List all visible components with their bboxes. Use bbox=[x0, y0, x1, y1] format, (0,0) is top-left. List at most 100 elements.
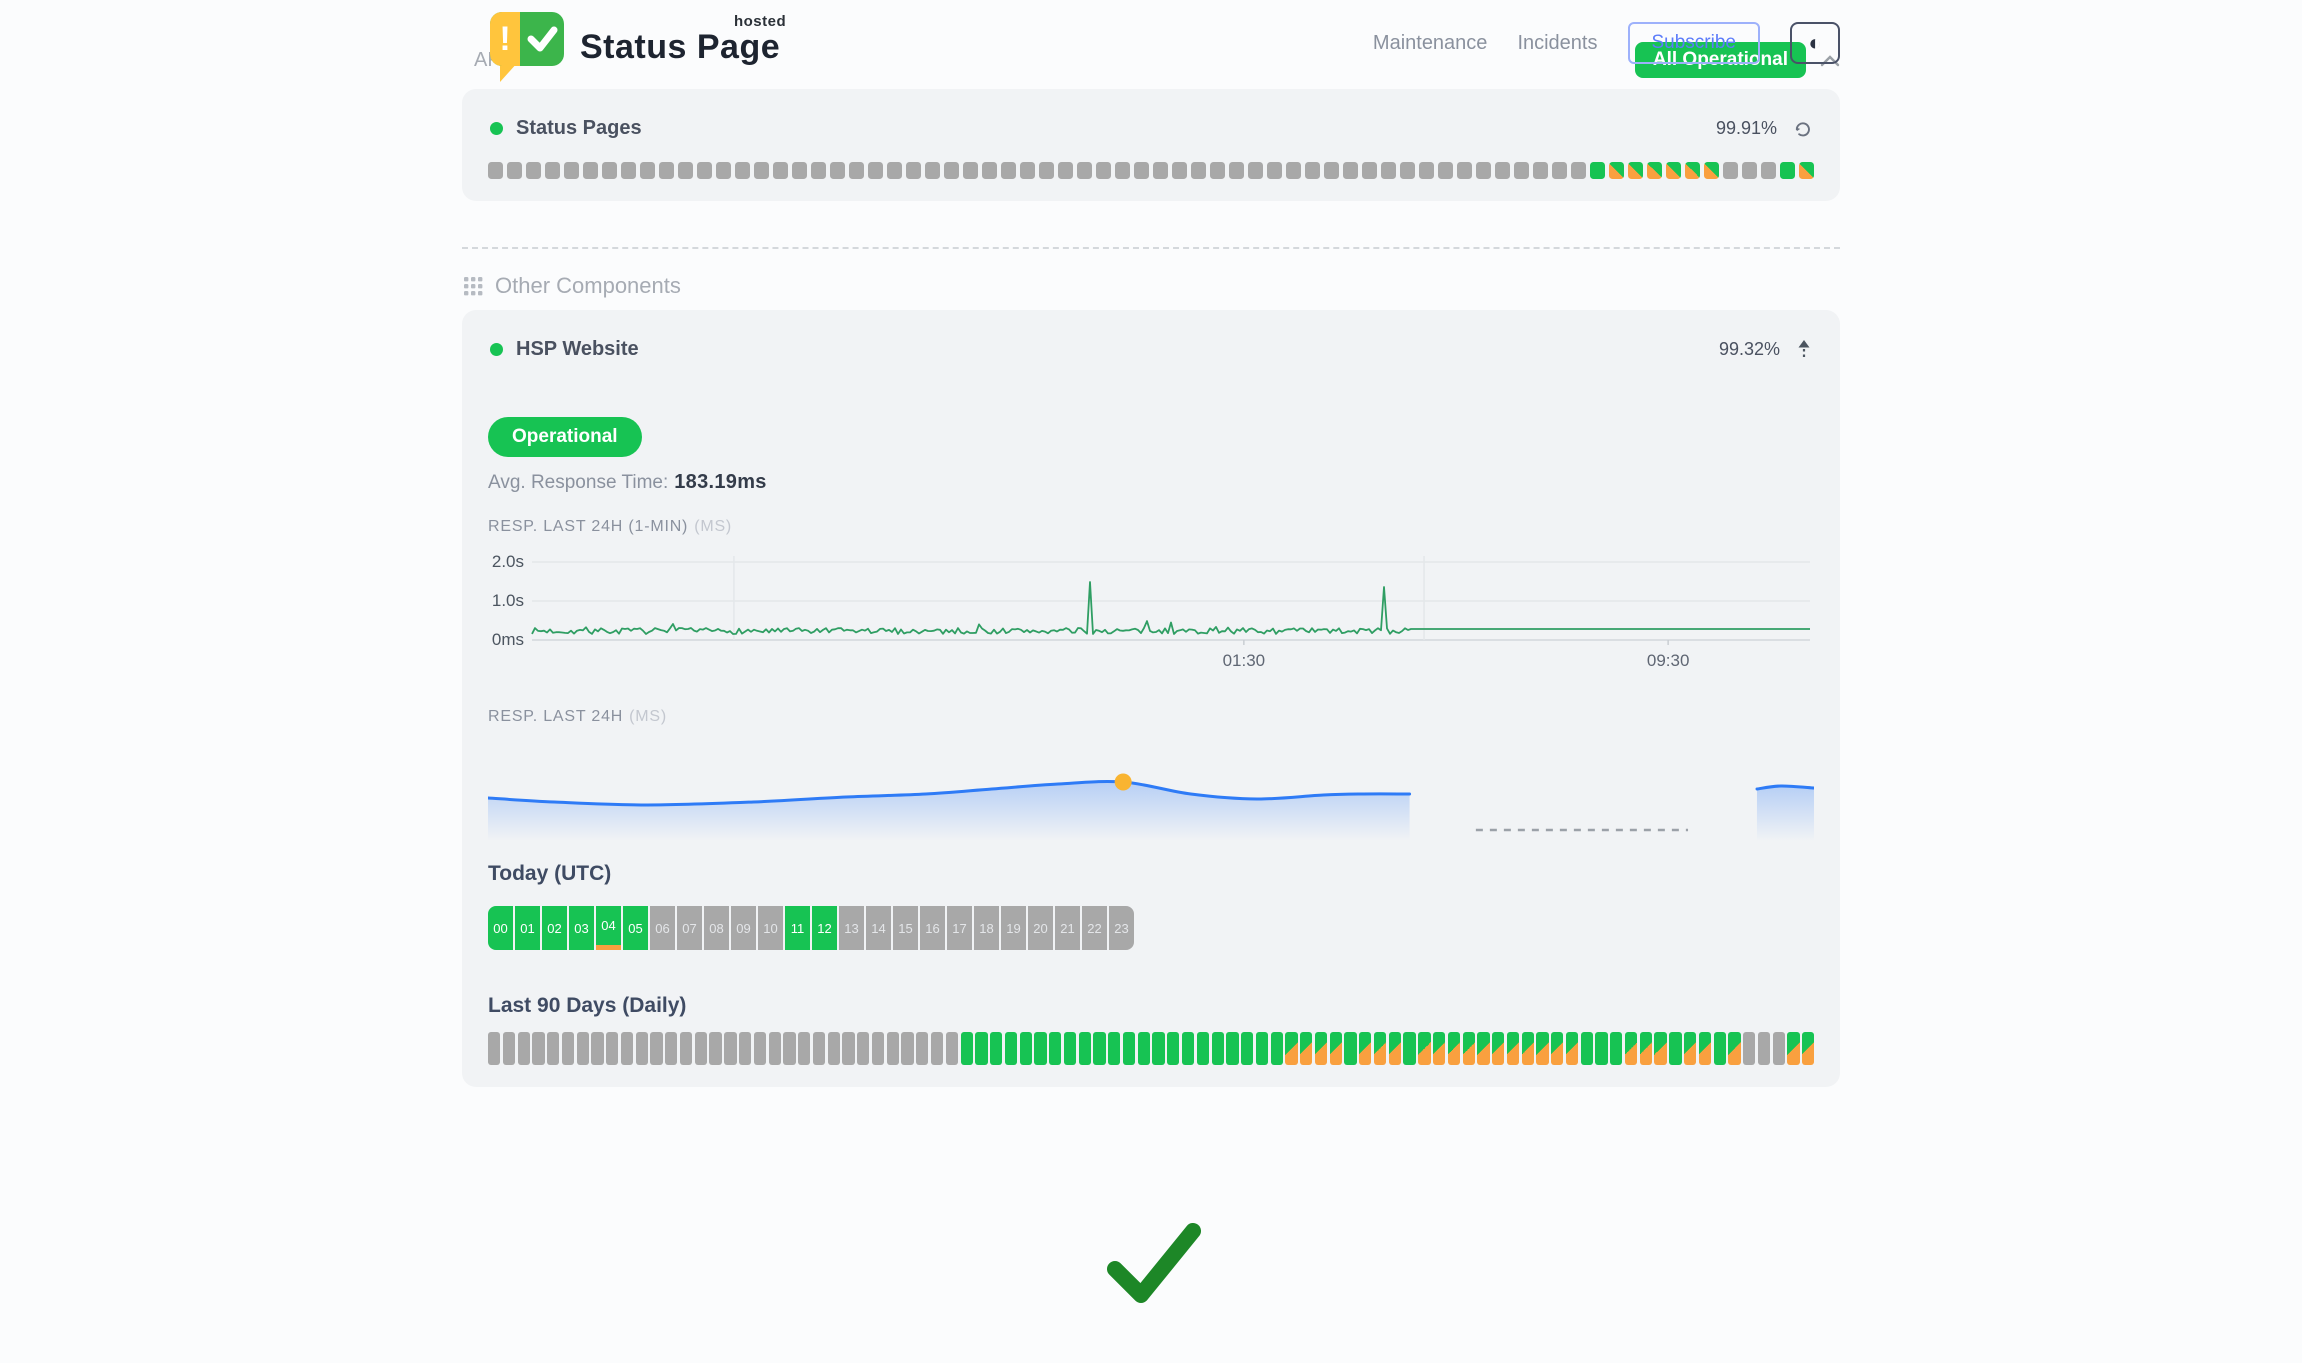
day-block[interactable] bbox=[1255, 1032, 1269, 1065]
hour-block[interactable]: 06 bbox=[650, 906, 675, 950]
day-block[interactable] bbox=[1152, 1032, 1165, 1065]
uptime-bar[interactable] bbox=[1400, 162, 1415, 179]
hour-block[interactable]: 17 bbox=[947, 906, 972, 950]
hour-block[interactable]: 20 bbox=[1028, 906, 1053, 950]
day-block[interactable] bbox=[650, 1032, 663, 1065]
day-block[interactable] bbox=[1536, 1032, 1549, 1065]
day-block[interactable] bbox=[1418, 1032, 1431, 1065]
uptime-bar[interactable] bbox=[488, 162, 503, 179]
day-block[interactable] bbox=[1624, 1032, 1638, 1065]
uptime-bar[interactable] bbox=[1153, 162, 1168, 179]
uptime-bar[interactable] bbox=[1514, 162, 1529, 179]
hour-block[interactable]: 03 bbox=[569, 906, 594, 950]
uptime-bar[interactable] bbox=[1533, 162, 1548, 179]
day-block[interactable] bbox=[739, 1032, 752, 1065]
uptime-bar[interactable] bbox=[1780, 162, 1795, 179]
day-block[interactable] bbox=[665, 1032, 678, 1065]
uptime-bar[interactable] bbox=[1381, 162, 1396, 179]
collapse-arrow-icon[interactable] bbox=[1796, 339, 1812, 361]
uptime-bar[interactable] bbox=[1362, 162, 1377, 179]
hour-block[interactable]: 22 bbox=[1082, 906, 1107, 950]
day-block[interactable] bbox=[1639, 1032, 1652, 1065]
hour-block[interactable]: 21 bbox=[1055, 906, 1080, 950]
uptime-bar[interactable] bbox=[1058, 162, 1073, 179]
day-block[interactable] bbox=[1122, 1032, 1136, 1065]
day-block[interactable] bbox=[1359, 1032, 1372, 1065]
day-block[interactable] bbox=[1492, 1032, 1505, 1065]
uptime-bar[interactable] bbox=[944, 162, 959, 179]
uptime-bar[interactable] bbox=[640, 162, 655, 179]
day-block[interactable] bbox=[783, 1032, 796, 1065]
hour-block[interactable]: 19 bbox=[1001, 906, 1026, 950]
day-block[interactable] bbox=[591, 1032, 604, 1065]
uptime-bar[interactable] bbox=[1457, 162, 1472, 179]
hour-block[interactable]: 14 bbox=[866, 906, 891, 950]
day-block[interactable] bbox=[812, 1032, 826, 1065]
day-block[interactable] bbox=[901, 1032, 914, 1065]
hour-block[interactable]: 00 bbox=[488, 906, 513, 950]
nav-maintenance[interactable]: Maintenance bbox=[1372, 31, 1488, 54]
uptime-bar[interactable] bbox=[1077, 162, 1092, 179]
uptime-bar[interactable] bbox=[1647, 162, 1662, 179]
uptime-bar[interactable] bbox=[1438, 162, 1453, 179]
day-block[interactable] bbox=[620, 1032, 634, 1065]
day-block[interactable] bbox=[635, 1032, 648, 1065]
day-block[interactable] bbox=[1506, 1032, 1520, 1065]
uptime-bar[interactable] bbox=[507, 162, 522, 179]
day-block[interactable] bbox=[1403, 1032, 1416, 1065]
day-block[interactable] bbox=[1108, 1032, 1121, 1065]
uptime-bar[interactable] bbox=[1552, 162, 1567, 179]
day-block[interactable] bbox=[694, 1032, 707, 1065]
uptime-bar[interactable] bbox=[735, 162, 750, 179]
uptime-bar[interactable] bbox=[849, 162, 864, 179]
day-block[interactable] bbox=[753, 1032, 767, 1065]
day-block[interactable] bbox=[1300, 1032, 1313, 1065]
uptime-bar[interactable] bbox=[792, 162, 807, 179]
day-block[interactable] bbox=[1078, 1032, 1091, 1065]
uptime-bar[interactable] bbox=[697, 162, 712, 179]
day-block[interactable] bbox=[1698, 1032, 1712, 1065]
day-block[interactable] bbox=[1772, 1032, 1785, 1065]
hour-block[interactable]: 07 bbox=[677, 906, 702, 950]
hour-block[interactable]: 05 bbox=[623, 906, 648, 950]
uptime-bar[interactable] bbox=[1704, 162, 1719, 179]
uptime-bar[interactable] bbox=[659, 162, 674, 179]
day-block[interactable] bbox=[1757, 1032, 1771, 1065]
uptime-bar[interactable] bbox=[1742, 162, 1757, 179]
uptime-bar[interactable] bbox=[1324, 162, 1339, 179]
day-block[interactable] bbox=[1433, 1032, 1446, 1065]
day-block[interactable] bbox=[561, 1032, 575, 1065]
uptime-bar[interactable] bbox=[1495, 162, 1510, 179]
day-block[interactable] bbox=[679, 1032, 693, 1065]
day-block[interactable] bbox=[1004, 1032, 1018, 1065]
uptime-bar[interactable] bbox=[811, 162, 826, 179]
day-block[interactable] bbox=[990, 1032, 1003, 1065]
uptime-bar[interactable] bbox=[1590, 162, 1605, 179]
day-block[interactable] bbox=[886, 1032, 899, 1065]
uptime-bar[interactable] bbox=[583, 162, 598, 179]
uptime-bar[interactable] bbox=[1666, 162, 1681, 179]
day-block[interactable] bbox=[547, 1032, 560, 1065]
uptime-bar[interactable] bbox=[754, 162, 769, 179]
day-block[interactable] bbox=[1580, 1032, 1593, 1065]
uptime-bar[interactable] bbox=[1248, 162, 1263, 179]
day-block[interactable] bbox=[798, 1032, 811, 1065]
uptime-bar[interactable] bbox=[716, 162, 731, 179]
uptime-bar[interactable] bbox=[1039, 162, 1054, 179]
uptime-bar[interactable] bbox=[1286, 162, 1301, 179]
hour-block[interactable]: 23 bbox=[1109, 906, 1134, 950]
day-block[interactable] bbox=[1713, 1032, 1726, 1065]
day-block[interactable] bbox=[857, 1032, 870, 1065]
day-block[interactable] bbox=[1226, 1032, 1239, 1065]
day-block[interactable] bbox=[1447, 1032, 1461, 1065]
day-block[interactable] bbox=[1654, 1032, 1667, 1065]
uptime-bar[interactable] bbox=[1571, 162, 1586, 179]
day-block[interactable] bbox=[1787, 1032, 1800, 1065]
day-block[interactable] bbox=[1019, 1032, 1032, 1065]
uptime-bar[interactable] bbox=[1134, 162, 1149, 179]
day-block[interactable] bbox=[1669, 1032, 1682, 1065]
day-block[interactable] bbox=[1314, 1032, 1328, 1065]
hour-block[interactable]: 02 bbox=[542, 906, 567, 950]
day-block[interactable] bbox=[975, 1032, 988, 1065]
uptime-bar[interactable] bbox=[1096, 162, 1111, 179]
